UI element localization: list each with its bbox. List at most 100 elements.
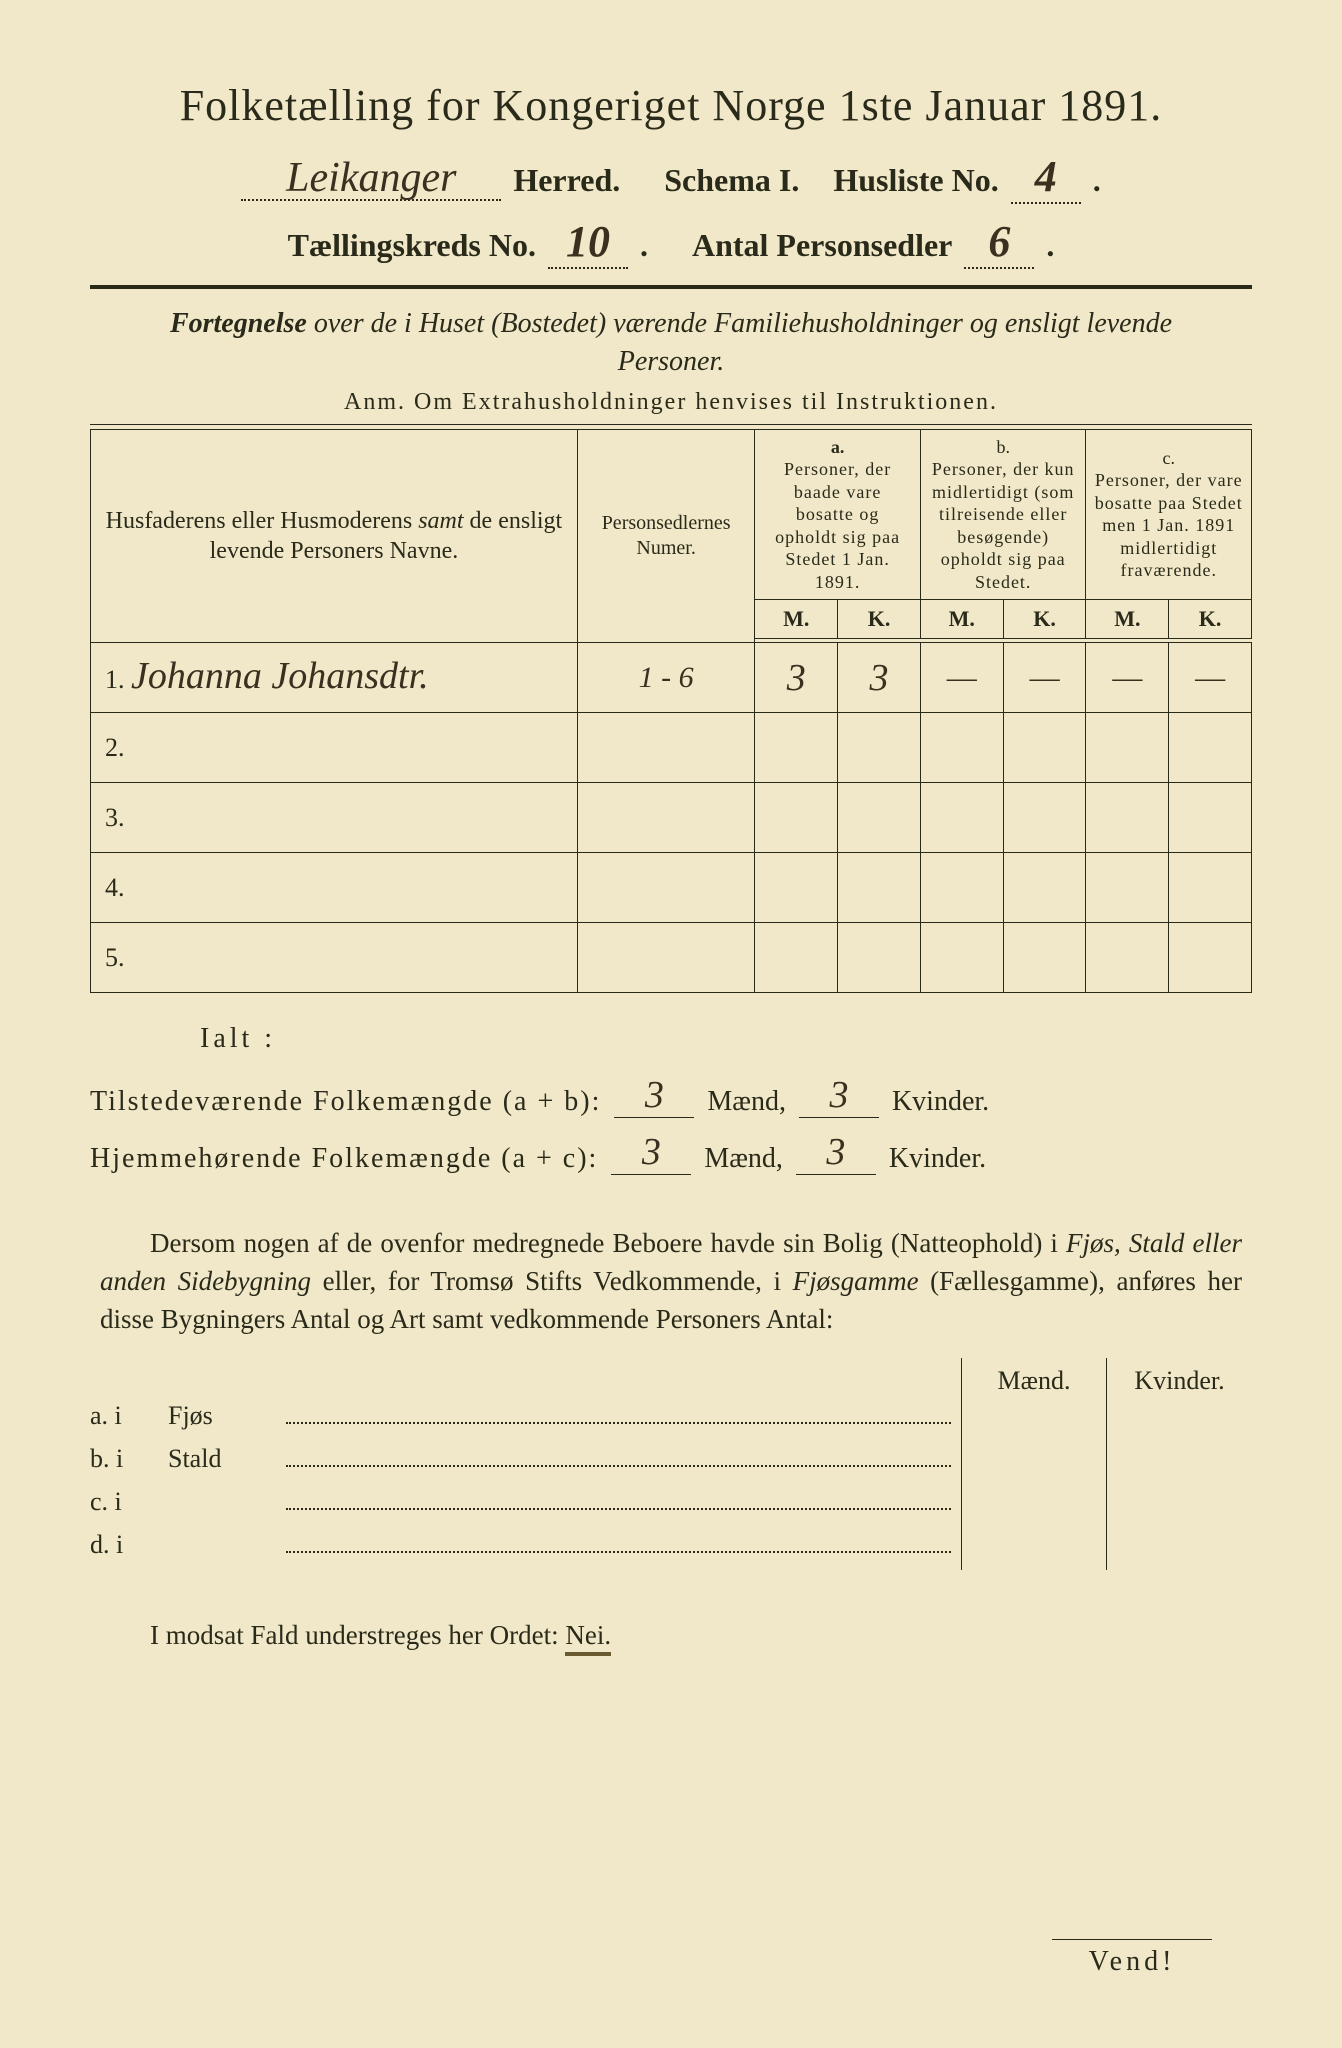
bygning-kvinder-label: Kvinder.: [1117, 1358, 1242, 1404]
maend-label: Mænd,: [707, 1086, 786, 1117]
herred-value: Leikanger: [286, 155, 456, 201]
table-row: 4.: [91, 853, 1252, 923]
bygning-maend-label: Mænd.: [972, 1358, 1096, 1404]
table-row: 5.: [91, 923, 1252, 993]
bk-cell: [1003, 783, 1086, 853]
antal-value: 6: [988, 217, 1010, 266]
totals-block: Ialt : Tilstedeværende Folkemængde (a + …: [90, 1023, 1252, 1175]
col-ck: K.: [1169, 600, 1252, 639]
l2-k: 3: [826, 1131, 845, 1173]
schema-label: Schema I.: [664, 162, 799, 199]
kreds-label: Tællingskreds No.: [288, 227, 536, 264]
husliste-label: Husliste No.: [833, 162, 998, 199]
ck-cell: [1169, 713, 1252, 783]
kvinder-label: Kvinder.: [889, 1143, 986, 1174]
table-row: 1. Johanna Johansdtr. 1 - 6 3 3 — — — —: [91, 643, 1252, 713]
cm-cell: [1086, 713, 1169, 783]
col-b-tag: b.: [929, 436, 1078, 459]
name-cell: 3.: [91, 783, 578, 853]
bk-cell: [1003, 713, 1086, 783]
table-row: 2.: [91, 713, 1252, 783]
cm-cell: [1086, 783, 1169, 853]
header-line-1: Leikanger Herred. Schema I. Husliste No.…: [90, 151, 1252, 204]
dotted-line: [286, 1484, 951, 1510]
bygning-row-name: Fjøs: [168, 1401, 268, 1431]
num-cell: [577, 853, 755, 923]
l2-m: 3: [642, 1131, 661, 1173]
ak-cell: [838, 783, 921, 853]
num-cell: [577, 783, 755, 853]
name-cell: 5.: [91, 923, 578, 993]
bygning-table: a. i Fjøs b. i Stald c. i d. i Mænd. Kvi…: [90, 1358, 1252, 1570]
intro-text: Fortegnelse over de i Huset (Bostedet) v…: [130, 305, 1212, 381]
bm-cell: [920, 713, 1003, 783]
ak-cell: 3: [838, 643, 921, 713]
am-cell: [755, 853, 838, 923]
census-form-page: Folketælling for Kongeriget Norge 1ste J…: [0, 0, 1342, 2048]
bygning-row-label: a. i: [90, 1401, 150, 1431]
am-cell: [755, 783, 838, 853]
dotted-line: [286, 1398, 951, 1424]
herred-label: Herred.: [513, 162, 620, 199]
ck-cell: [1169, 923, 1252, 993]
col-c-tag: c.: [1094, 447, 1243, 470]
ck-cell: —: [1169, 643, 1252, 713]
col-am: M.: [755, 600, 838, 639]
num-cell: 1 - 6: [577, 643, 755, 713]
am-cell: [755, 713, 838, 783]
cm-cell: [1086, 853, 1169, 923]
header-line-2: Tællingskreds No. 10 . Antal Personsedle…: [90, 216, 1252, 269]
census-table: Husfaderens eller Husmoderens samt de en…: [90, 429, 1252, 994]
ak-cell: [838, 923, 921, 993]
antal-label: Antal Personsedler: [692, 227, 952, 264]
col-name: Husfaderens eller Husmoderens samt de en…: [106, 508, 563, 564]
resident-label: Hjemmehørende Folkemængde (a + c):: [90, 1143, 598, 1174]
bygning-paragraph: Dersom nogen af de ovenfor medregnede Be…: [100, 1225, 1242, 1338]
bygning-row-label: b. i: [90, 1444, 150, 1474]
ck-cell: [1169, 853, 1252, 923]
col-num: Personsedlernes Numer.: [577, 429, 755, 643]
ak-cell: [838, 853, 921, 923]
num-cell: [577, 713, 755, 783]
bm-cell: [920, 783, 1003, 853]
name-cell: 1. Johanna Johansdtr.: [91, 643, 578, 713]
col-c: Personer, der vare bosatte paa Stedet me…: [1094, 469, 1243, 582]
nei-word: Nei.: [565, 1620, 611, 1656]
dotted-line: [286, 1527, 951, 1553]
name-cell: 4.: [91, 853, 578, 923]
ak-cell: [838, 713, 921, 783]
bygning-row: b. i Stald: [90, 1441, 951, 1474]
col-bk: K.: [1003, 600, 1086, 639]
am-cell: 3: [755, 643, 838, 713]
ialt-label: Ialt :: [200, 1023, 1252, 1055]
table-row: 3.: [91, 783, 1252, 853]
nei-line: I modsat Fald understreges her Ordet: Ne…: [150, 1620, 1242, 1651]
bygning-row-label: d. i: [90, 1530, 150, 1560]
husliste-value: 4: [1035, 152, 1057, 201]
am-cell: [755, 923, 838, 993]
cm-cell: [1086, 923, 1169, 993]
anm-text: Anm. Om Extrahusholdninger henvises til …: [90, 389, 1252, 416]
col-b: Personer, der kun midlertidigt (som tilr…: [929, 458, 1078, 593]
page-title: Folketælling for Kongeriget Norge 1ste J…: [90, 80, 1252, 131]
kreds-value: 10: [566, 217, 610, 266]
col-ak: K.: [838, 600, 921, 639]
l1-k: 3: [829, 1074, 848, 1116]
bygning-row-label: c. i: [90, 1487, 150, 1517]
bk-cell: [1003, 923, 1086, 993]
bygning-row: a. i Fjøs: [90, 1398, 951, 1431]
vend-label: Vend!: [1052, 1939, 1212, 1978]
divider: [90, 424, 1252, 425]
col-cm: M.: [1086, 600, 1169, 639]
bk-cell: [1003, 853, 1086, 923]
bm-cell: —: [920, 643, 1003, 713]
col-a: Personer, der baade vare bosatte og opho…: [763, 458, 912, 593]
name-cell: 2.: [91, 713, 578, 783]
present-label: Tilstedeværende Folkemængde (a + b):: [90, 1086, 601, 1117]
col-a-tag: a.: [763, 436, 912, 459]
kvinder-label: Kvinder.: [892, 1086, 989, 1117]
cm-cell: —: [1086, 643, 1169, 713]
ck-cell: [1169, 783, 1252, 853]
l1-m: 3: [645, 1074, 664, 1116]
bk-cell: —: [1003, 643, 1086, 713]
